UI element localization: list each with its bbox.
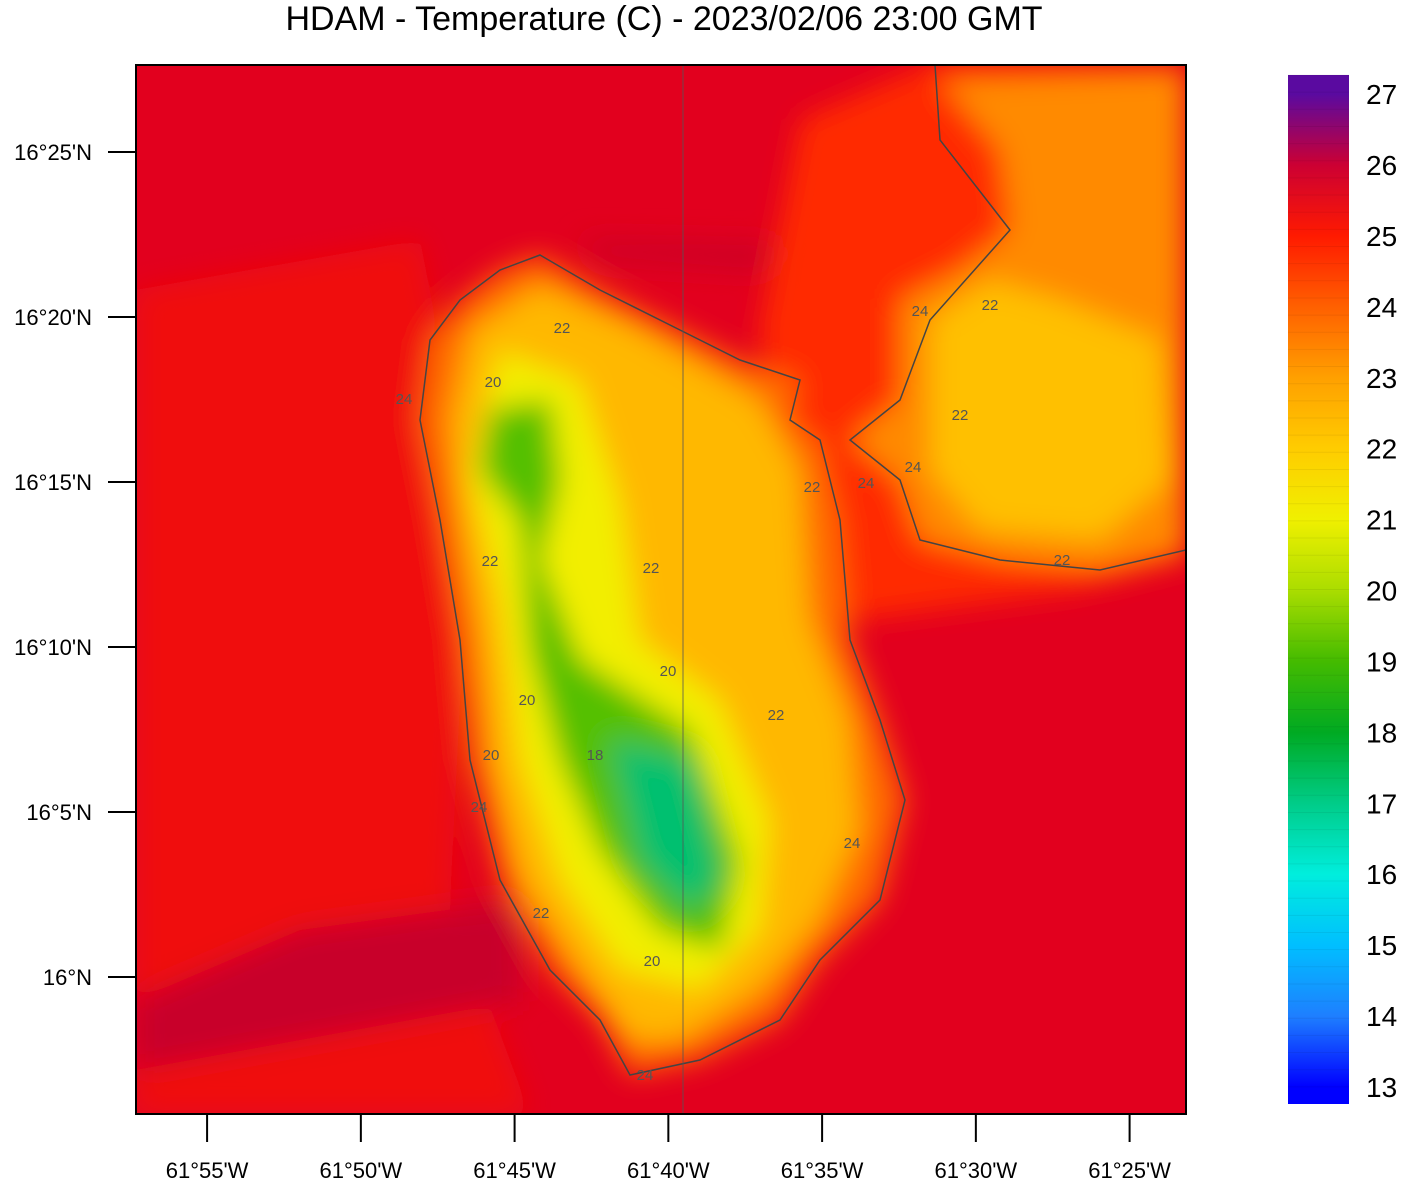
colorbar-tick-label: 26	[1366, 150, 1397, 181]
contour-label: 22	[982, 297, 999, 314]
grande-terre-inner	[930, 280, 1170, 540]
x-tick-label: 61°25'W	[1088, 1158, 1171, 1180]
map-field	[136, 65, 1186, 1114]
contour-label: 22	[1054, 552, 1071, 569]
colorbar-tick-label: 19	[1366, 646, 1397, 677]
contour-label: 24	[471, 799, 488, 816]
contour-label: 20	[485, 374, 502, 391]
colorbar-tick-label: 23	[1366, 363, 1397, 394]
contour-label: 20	[644, 953, 661, 970]
contour-label: 22	[533, 905, 550, 922]
x-tick-label: 61°30'W	[934, 1158, 1017, 1180]
x-tick-label: 61°45'W	[473, 1158, 556, 1180]
colorbar-tick-label: 20	[1366, 576, 1397, 607]
y-tick-label: 16°20'N	[14, 305, 92, 330]
colorbar-tick-label: 24	[1366, 292, 1397, 323]
y-tick-label: 16°10'N	[14, 635, 92, 660]
contour-label: 22	[482, 553, 499, 570]
contour-label: 20	[519, 692, 536, 709]
contour-label: 24	[905, 459, 922, 476]
y-tick-label: 16°15'N	[14, 470, 92, 495]
contour-label: 22	[643, 560, 660, 577]
contour-label: 24	[844, 835, 861, 852]
colorbar-tick-label: 15	[1366, 930, 1397, 961]
colorbar	[1288, 75, 1349, 1104]
cool-sea	[580, 240, 800, 270]
contour-label: 22	[952, 407, 969, 424]
x-tick-label: 61°55'W	[166, 1158, 249, 1180]
y-tick-label: 16°25'N	[14, 140, 92, 165]
contour-label: 22	[804, 479, 821, 496]
contour-label: 24	[912, 303, 929, 320]
peak	[610, 740, 720, 910]
coastline	[419, 254, 906, 1076]
contour-label: 22	[768, 707, 785, 724]
colorbar-tick-label: 14	[1366, 1001, 1397, 1032]
contour-label: 22	[554, 320, 571, 337]
x-tick-label: 61°40'W	[627, 1158, 710, 1180]
y-tick-label: 16°N	[43, 965, 92, 990]
temperature-field	[136, 65, 1186, 1114]
colorbar-tick-label: 13	[1366, 1072, 1397, 1103]
colorbar-tick-label: 18	[1366, 717, 1397, 748]
colorbar-tick-label: 25	[1366, 221, 1397, 252]
x-tick-label: 61°50'W	[319, 1158, 402, 1180]
colorbar-tick-label: 17	[1366, 788, 1397, 819]
y-tick-label: 16°5'N	[26, 800, 92, 825]
contour-label: 24	[637, 1067, 654, 1084]
contour-label: 20	[483, 747, 500, 764]
contour-label: 24	[396, 391, 413, 408]
contour-label: 20	[660, 663, 677, 680]
colorbar-tick-label: 22	[1366, 434, 1397, 465]
chart-title: HDAM - Temperature (C) - 2023/02/06 23:0…	[285, 0, 1042, 38]
contour-label: 24	[858, 475, 875, 492]
cool-sea	[136, 900, 520, 1070]
coastline	[848, 65, 1186, 571]
colorbar-tick-label: 16	[1366, 859, 1397, 890]
colorbar-tick-label: 21	[1366, 505, 1397, 536]
map-frame	[135, 64, 1187, 1115]
x-tick-label: 61°35'W	[781, 1158, 864, 1180]
colorbar-tick-label: 27	[1366, 79, 1397, 110]
contour-label: 18	[587, 747, 604, 764]
